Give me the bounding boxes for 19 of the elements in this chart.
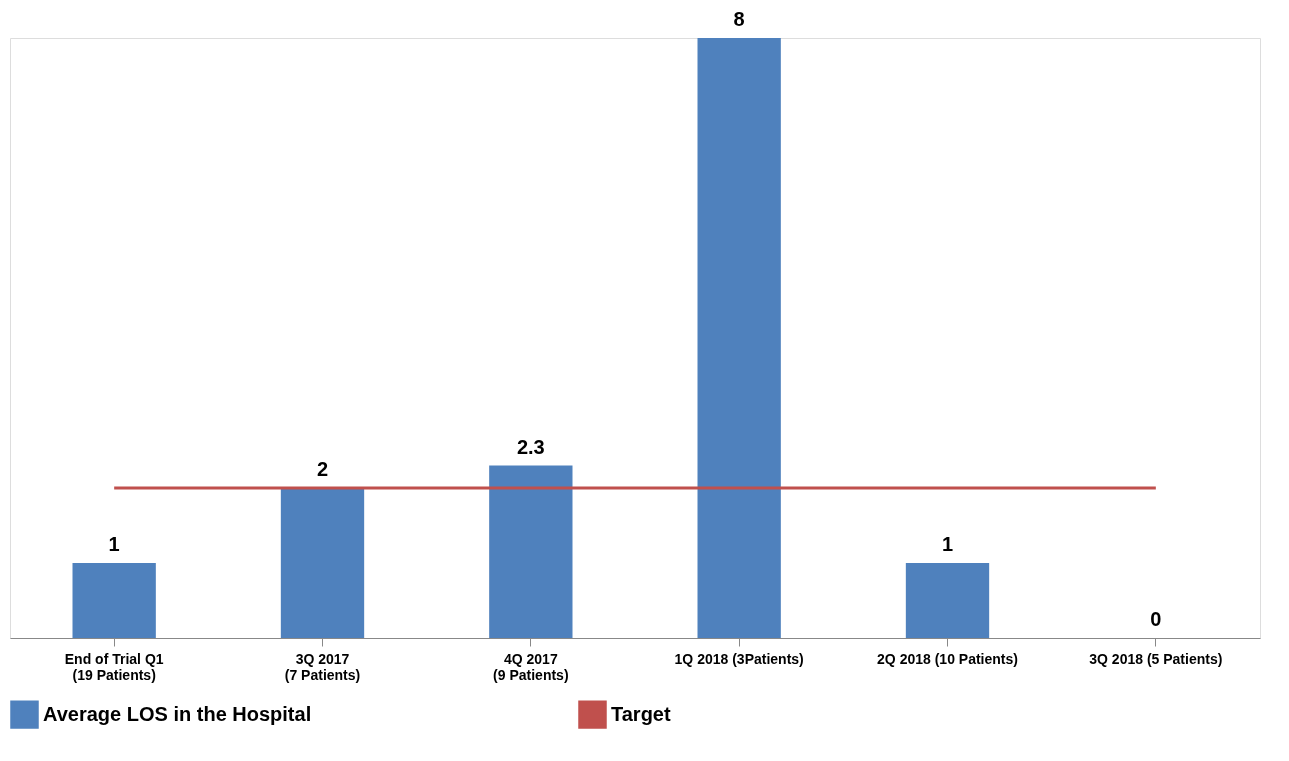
data-label: 2.3 [516, 435, 545, 458]
data-label: 8 [733, 8, 745, 30]
bar [280, 488, 365, 638]
legend-label: Average LOS in the Hospital [43, 702, 312, 725]
bar [697, 38, 781, 638]
data-label: 2 [316, 458, 329, 480]
x-tick-label: 3Q 2017 (7 Patients) [284, 650, 361, 683]
x-tick-label: 2Q 2018 (10 Patients) [877, 650, 1018, 667]
data-label: 1 [941, 533, 954, 555]
x-tick-label: 4Q 2017 (9 Patients) [493, 650, 569, 683]
data-label: 0 [1150, 608, 1162, 630]
x-tick-label: 3Q 2018 (5 Patients) [1089, 650, 1223, 667]
legend-label: Target [611, 702, 671, 725]
x-tick-label: 1Q 2018 (3Patients) [674, 650, 804, 667]
data-label: 1 [108, 533, 120, 555]
bar [905, 563, 990, 638]
bar [72, 563, 156, 638]
bar [489, 465, 573, 638]
x-tick-label: End of Trial Q1 (19 Patients) [64, 650, 164, 683]
